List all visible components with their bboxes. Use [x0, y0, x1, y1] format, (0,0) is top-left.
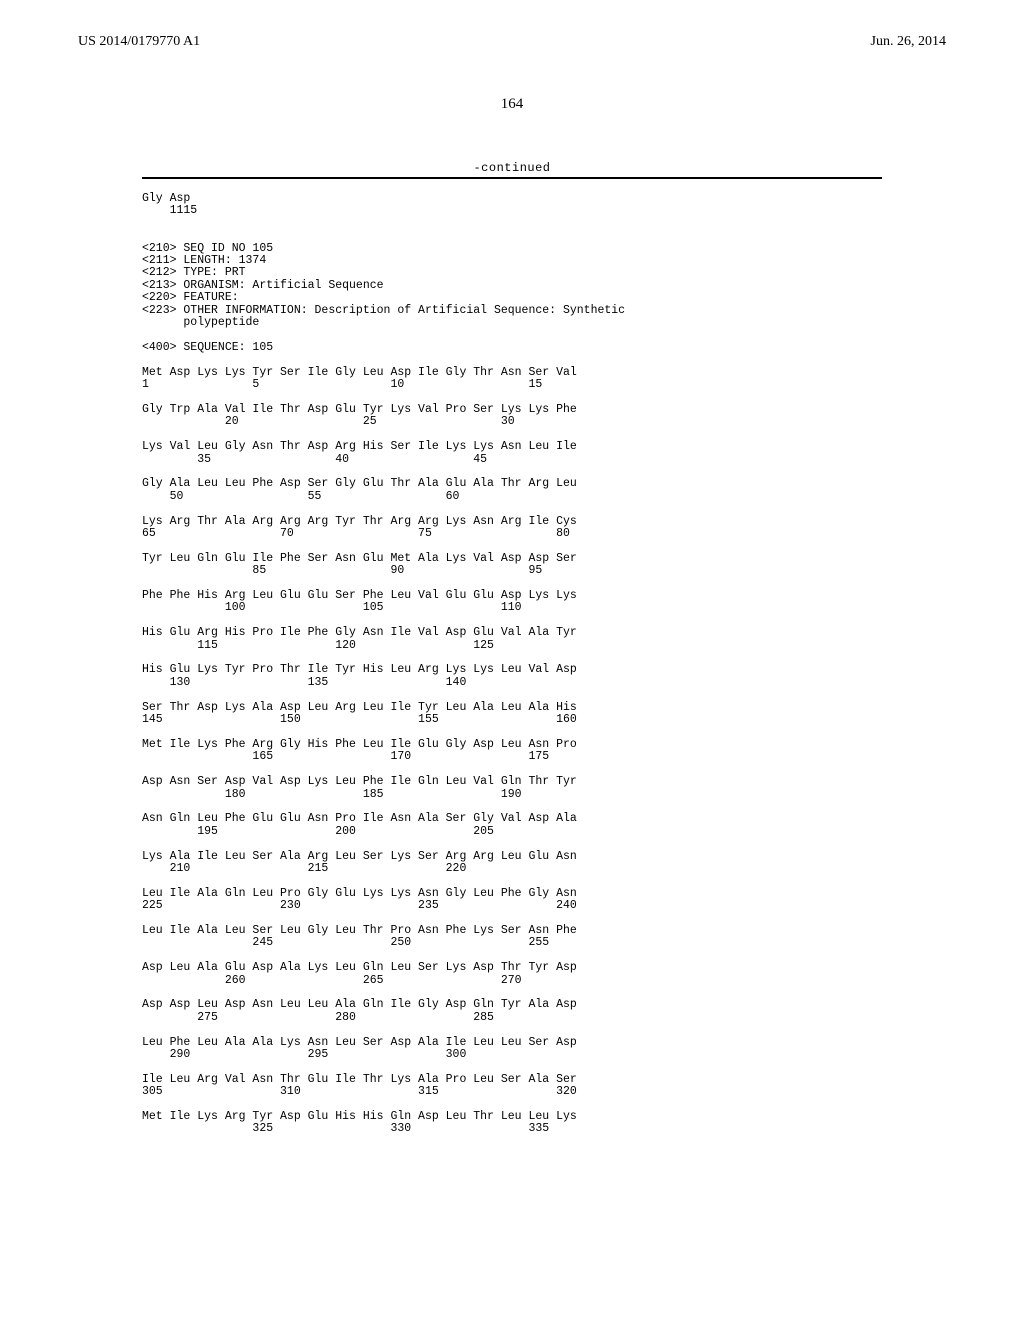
publication-number: US 2014/0179770 A1	[78, 34, 200, 50]
page-header: US 2014/0179770 A1 Jun. 26, 2014	[0, 0, 1024, 50]
continued-label: -continued	[142, 161, 882, 177]
publication-date: Jun. 26, 2014	[871, 34, 946, 50]
sequence-listing: Gly Asp 1115 <210> SEQ ID NO 105 <211> L…	[142, 193, 1024, 1148]
continued-block: -continued	[142, 161, 882, 179]
page-number: 164	[0, 96, 1024, 113]
rule-top-thick	[142, 177, 882, 179]
